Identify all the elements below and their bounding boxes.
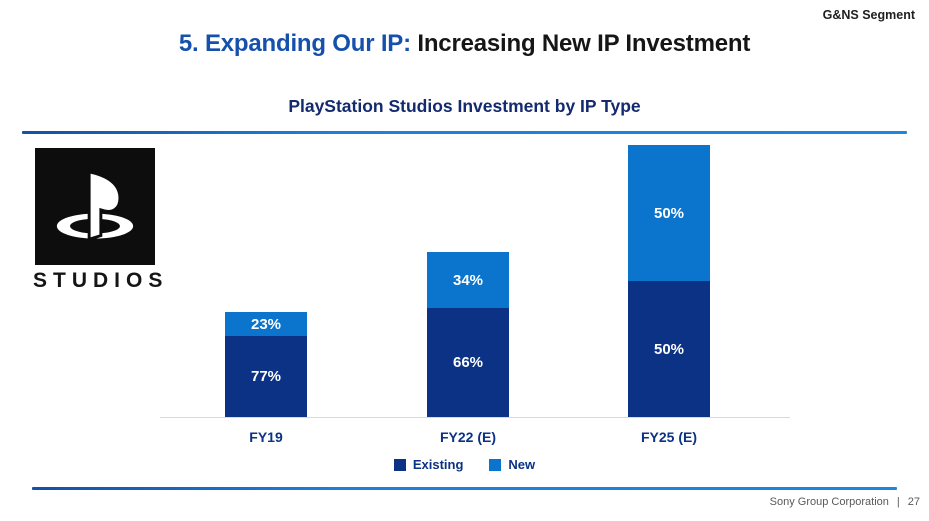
- footer-company: Sony Group Corporation: [769, 496, 889, 508]
- bar-chart-plot-area: 77% 23% 66% 34% 50% 50%: [160, 140, 790, 418]
- legend-label: Existing: [412, 457, 464, 472]
- bar-value-label: 66%: [452, 354, 484, 371]
- bar-value-label: 50%: [653, 340, 685, 358]
- legend-swatch-icon: [489, 458, 502, 471]
- bar-segment-existing: 66%: [427, 308, 509, 417]
- stacked-bar-fy19: 77% 23%: [225, 312, 307, 417]
- chart-title: PlayStation Studios Investment by IP Typ…: [288, 96, 641, 116]
- legend-item-new: New: [489, 457, 535, 472]
- x-axis-label: FY22 (E): [439, 429, 496, 445]
- slide-title-rest: Increasing New IP Investment: [410, 30, 751, 57]
- bar-value-label: 77%: [250, 368, 282, 385]
- x-axis-label: FY19: [249, 429, 283, 445]
- bar-segment-existing: 50%: [628, 281, 710, 417]
- stacked-bar-fy25-e: 50% 50%: [628, 145, 710, 417]
- footer-divider: [32, 487, 897, 490]
- footer-page-number: 27: [907, 496, 920, 508]
- bar-segment-new: 34%: [427, 252, 509, 308]
- bar-value-label: 34%: [452, 271, 484, 289]
- stacked-bar-fy22-e: 66% 34%: [427, 252, 509, 417]
- footer-separator: |: [896, 496, 900, 508]
- chart-legend: Existing New: [0, 457, 929, 472]
- bar-value-label: 23%: [250, 315, 282, 333]
- footer: Sony Group Corporation | 27: [770, 496, 920, 508]
- segment-tag: G&NS Segment: [822, 8, 915, 22]
- bar-segment-new: 23%: [225, 312, 307, 336]
- header-divider: [22, 131, 907, 134]
- bar-value-label: 50%: [653, 204, 685, 222]
- x-axis-label: FY25 (E): [640, 429, 697, 445]
- bar-segment-existing: 77%: [225, 336, 307, 417]
- legend-label: New: [508, 457, 536, 472]
- legend-swatch-icon: [393, 458, 406, 471]
- studios-label: STUDIOS: [33, 269, 169, 292]
- playstation-icon: [56, 169, 134, 241]
- x-axis-labels: FY19 FY22 (E) FY25 (E): [160, 429, 790, 449]
- slide-title: 5. Expanding Our IP: Increasing New IP I…: [0, 30, 929, 58]
- legend-item-existing: Existing: [393, 457, 464, 472]
- bar-segment-new: 50%: [628, 145, 710, 281]
- playstation-logo: [35, 148, 155, 265]
- slide-title-highlight: 5. Expanding Our IP:: [178, 30, 411, 57]
